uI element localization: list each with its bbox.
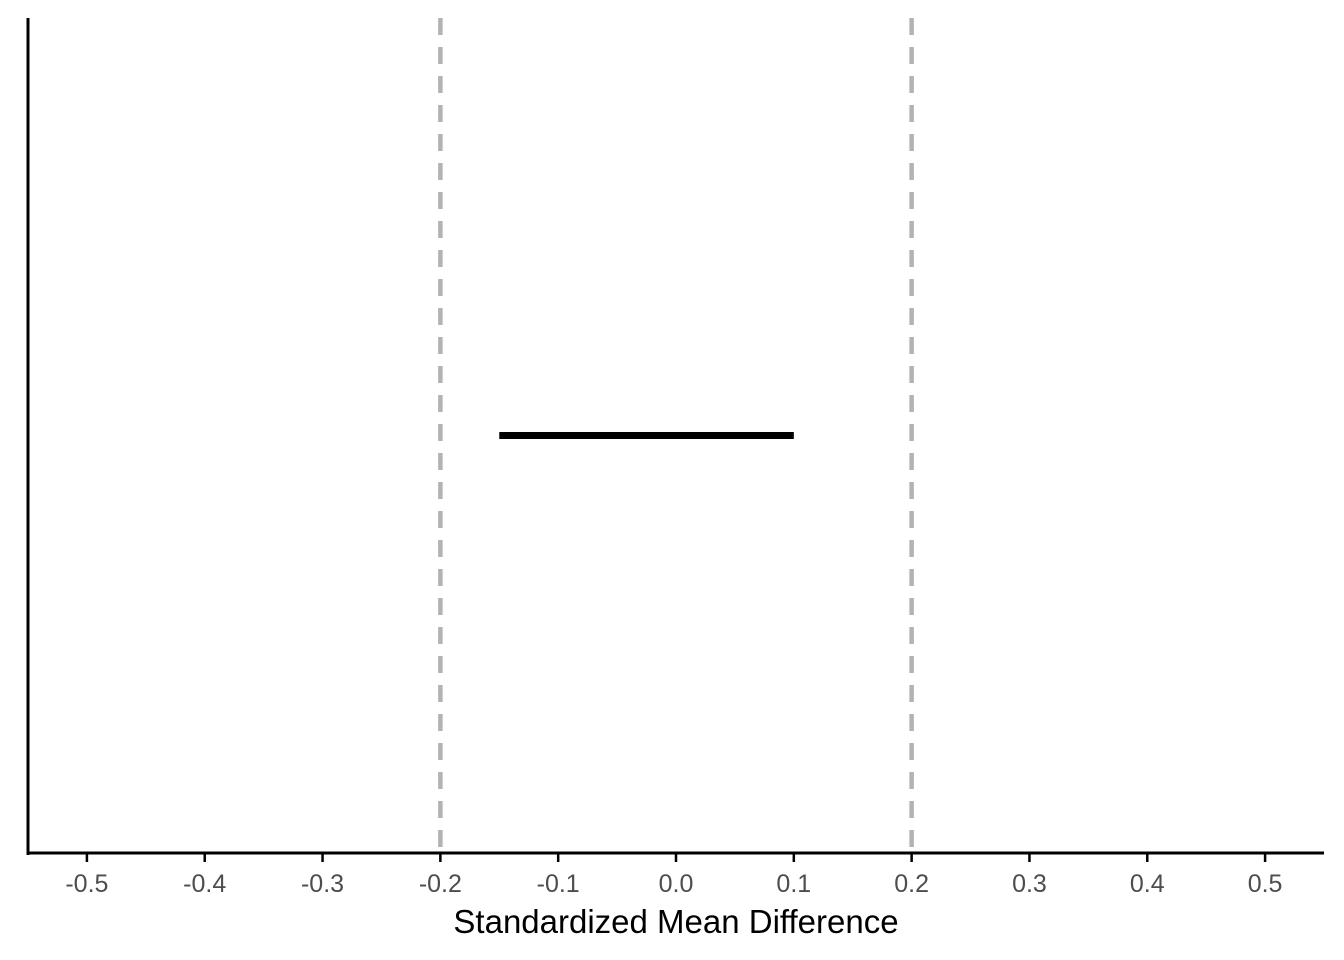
x-tick-label-7: 0.2 — [894, 870, 929, 898]
reference-lines — [438, 18, 914, 853]
x-tick-label-5: 0.0 — [659, 870, 694, 898]
x-tick-label-2: -0.3 — [301, 870, 344, 898]
x-tick-label-3: -0.2 — [419, 870, 462, 898]
x-tick-label-0: -0.5 — [65, 870, 108, 898]
x-tick-label-9: 0.4 — [1130, 870, 1165, 898]
x-tick-label-10: 0.5 — [1248, 870, 1283, 898]
x-axis-title: Standardized Mean Difference — [453, 903, 898, 940]
x-tick-label-4: -0.1 — [537, 870, 580, 898]
x-axis-ticks: -0.5 -0.4 -0.3 -0.2 -0.1 0.0 0.1 0.2 0.3 0.4 0.5 — [65, 853, 1282, 898]
x-tick-label-8: 0.3 — [1012, 870, 1047, 898]
x-tick-label-6: 0.1 — [776, 870, 811, 898]
x-tick-label-1: -0.4 — [183, 870, 226, 898]
